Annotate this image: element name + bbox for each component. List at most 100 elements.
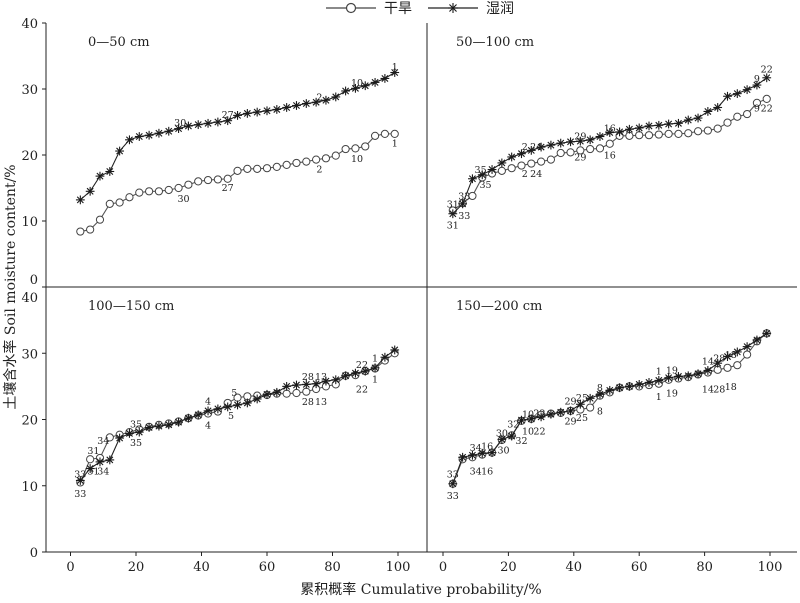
point-dry-50-100-6 (507, 164, 516, 173)
point-dry-0-50-14 (213, 175, 222, 184)
point-wet-150-200-5 (497, 434, 507, 444)
point-label-150-200-29: 33 (447, 491, 459, 502)
point-wet-150-200-30 (742, 342, 752, 352)
point-label-150-200-6: 29 (564, 396, 576, 407)
point-dry-0-50-8 (154, 187, 164, 196)
point-wet-150-200-12 (566, 406, 575, 416)
point-dry-50-100-14 (586, 144, 595, 154)
point-dry-0-50-28 (351, 144, 360, 153)
point-label-100-150-7: 34 (97, 436, 109, 447)
point-wet-150-200-0 (448, 479, 458, 489)
point-wet-0-50-28 (351, 83, 360, 93)
point-label-0-50-5: 1 (392, 139, 398, 150)
point-dry-0-50-23 (302, 157, 311, 166)
y-tick-label-bottom-40: 40 (21, 291, 38, 306)
point-wet-50-100-11 (556, 138, 566, 148)
panel-label-100-150: 100—150 cm (88, 299, 174, 314)
x-axis-label: 累积概率 Cumulative probability/% (300, 581, 541, 598)
point-wet-50-100-27 (713, 103, 723, 112)
point-wet-50-100-29 (732, 89, 742, 99)
point-wet-50-100-30 (742, 85, 752, 95)
point-wet-50-100-13 (575, 136, 585, 146)
point-wet-100-150-12 (193, 410, 203, 420)
point-dry-0-50-1 (86, 225, 95, 234)
point-wet-50-100-20 (644, 121, 654, 131)
point-dry-50-100-15 (595, 144, 605, 153)
point-wet-100-150-19 (262, 389, 272, 399)
point-label-100-150-4: 5 (231, 388, 237, 399)
point-wet-50-100-6 (507, 152, 517, 162)
point-dry-0-50-9 (164, 185, 173, 195)
point-wet-0-50-26 (331, 92, 341, 102)
y-axis-label: 土壤含水率 Soil moisture content/% (2, 164, 19, 409)
point-wet-100-150-1 (85, 464, 95, 473)
point-label-100-150-6: 35 (130, 420, 142, 431)
point-wet-100-150-21 (282, 381, 292, 391)
point-wet-100-150-8 (154, 421, 164, 431)
point-wet-100-150-28 (351, 368, 360, 378)
point-label-150-200-12: 34 (470, 443, 482, 454)
point-label-50-100-11: 16 (604, 151, 616, 162)
point-wet-150-200-1 (458, 452, 468, 462)
point-label-100-150-12: 28 (302, 397, 314, 408)
point-label-50-100-9: 22 (761, 104, 773, 115)
point-wet-150-200-15 (595, 389, 605, 399)
y-tick-label-bottom-30: 30 (21, 347, 38, 362)
point-wet-0-50-8 (154, 128, 164, 138)
x-axis-left: 0 20 40 60 80 100 (66, 552, 410, 575)
point-wet-100-150-15 (223, 402, 233, 412)
point-wet-100-150-9 (164, 420, 174, 430)
point-wet-0-50-1 (85, 186, 95, 196)
point-dry-50-100-9 (537, 157, 546, 166)
point-wet-150-200-17 (615, 383, 624, 393)
point-dry-50-100-26 (703, 126, 712, 135)
point-wet-50-100-26 (703, 107, 713, 116)
point-label-0-50-3: 27 (222, 110, 234, 121)
point-wet-150-200-16 (605, 385, 615, 395)
point-dry-50-100-12 (566, 148, 575, 157)
point-dry-0-50-21 (282, 160, 291, 169)
point-wet-100-150-30 (370, 363, 380, 373)
point-wet-50-100-7 (517, 149, 526, 159)
point-wet-0-50-9 (164, 126, 174, 136)
panel-label-150-200: 150—200 cm (456, 299, 542, 314)
point-label-100-150-16: 35 (130, 438, 142, 449)
point-label-100-150-1: 22 (356, 360, 368, 371)
y-tick-label-top-20: 20 (21, 149, 38, 164)
point-label-150-200-1: 1 (656, 367, 662, 378)
point-dry-0-50-29 (361, 142, 370, 151)
point-dry-50-100-27 (713, 124, 722, 133)
point-label-100-150-3: 13 (315, 372, 327, 383)
point-wet-100-150-0 (75, 476, 85, 485)
point-label-150-200-18: 28 (713, 385, 725, 396)
point-label-150-200-10: 32 (507, 420, 519, 431)
point-label-50-100-16: 31 (447, 220, 459, 231)
point-label-0-50-7: 2 (316, 164, 322, 175)
point-dry-0-50-27 (341, 144, 350, 154)
point-label-0-50-8: 27 (222, 183, 234, 194)
point-label-150-200-20: 8 (597, 406, 603, 417)
point-wet-50-100-22 (664, 119, 674, 129)
point-label-150-200-26: 30 (497, 445, 509, 456)
point-dry-0-50-7 (145, 187, 154, 196)
point-wet-0-50-0 (75, 195, 85, 205)
point-wet-150-200-25 (693, 369, 703, 379)
point-label-100-150-5: 4 (205, 396, 211, 407)
point-wet-50-100-32 (762, 73, 772, 83)
y-tick-label-bottom-10: 10 (21, 480, 38, 495)
point-label-100-150-13: 13 (315, 397, 327, 408)
x-tick-label-left-40: 40 (193, 560, 210, 575)
point-label-150-200-27: 34 (470, 467, 482, 478)
point-wet-50-100-31 (752, 80, 762, 90)
point-wet-100-150-5 (125, 429, 134, 438)
point-wet-50-100-14 (585, 135, 595, 145)
point-dry-0-50-24 (312, 155, 321, 164)
point-label-150-200-23: 10 (522, 426, 534, 437)
point-wet-50-100-15 (595, 132, 605, 141)
y-axis-bottom: 0 10 20 30 40 (21, 286, 46, 561)
point-label-150-200-11: 30 (496, 428, 508, 439)
point-label-100-150-10: 1 (372, 375, 378, 386)
point-label-0-50-9: 30 (177, 194, 189, 205)
y-tick-label-top-10: 10 (21, 215, 38, 230)
